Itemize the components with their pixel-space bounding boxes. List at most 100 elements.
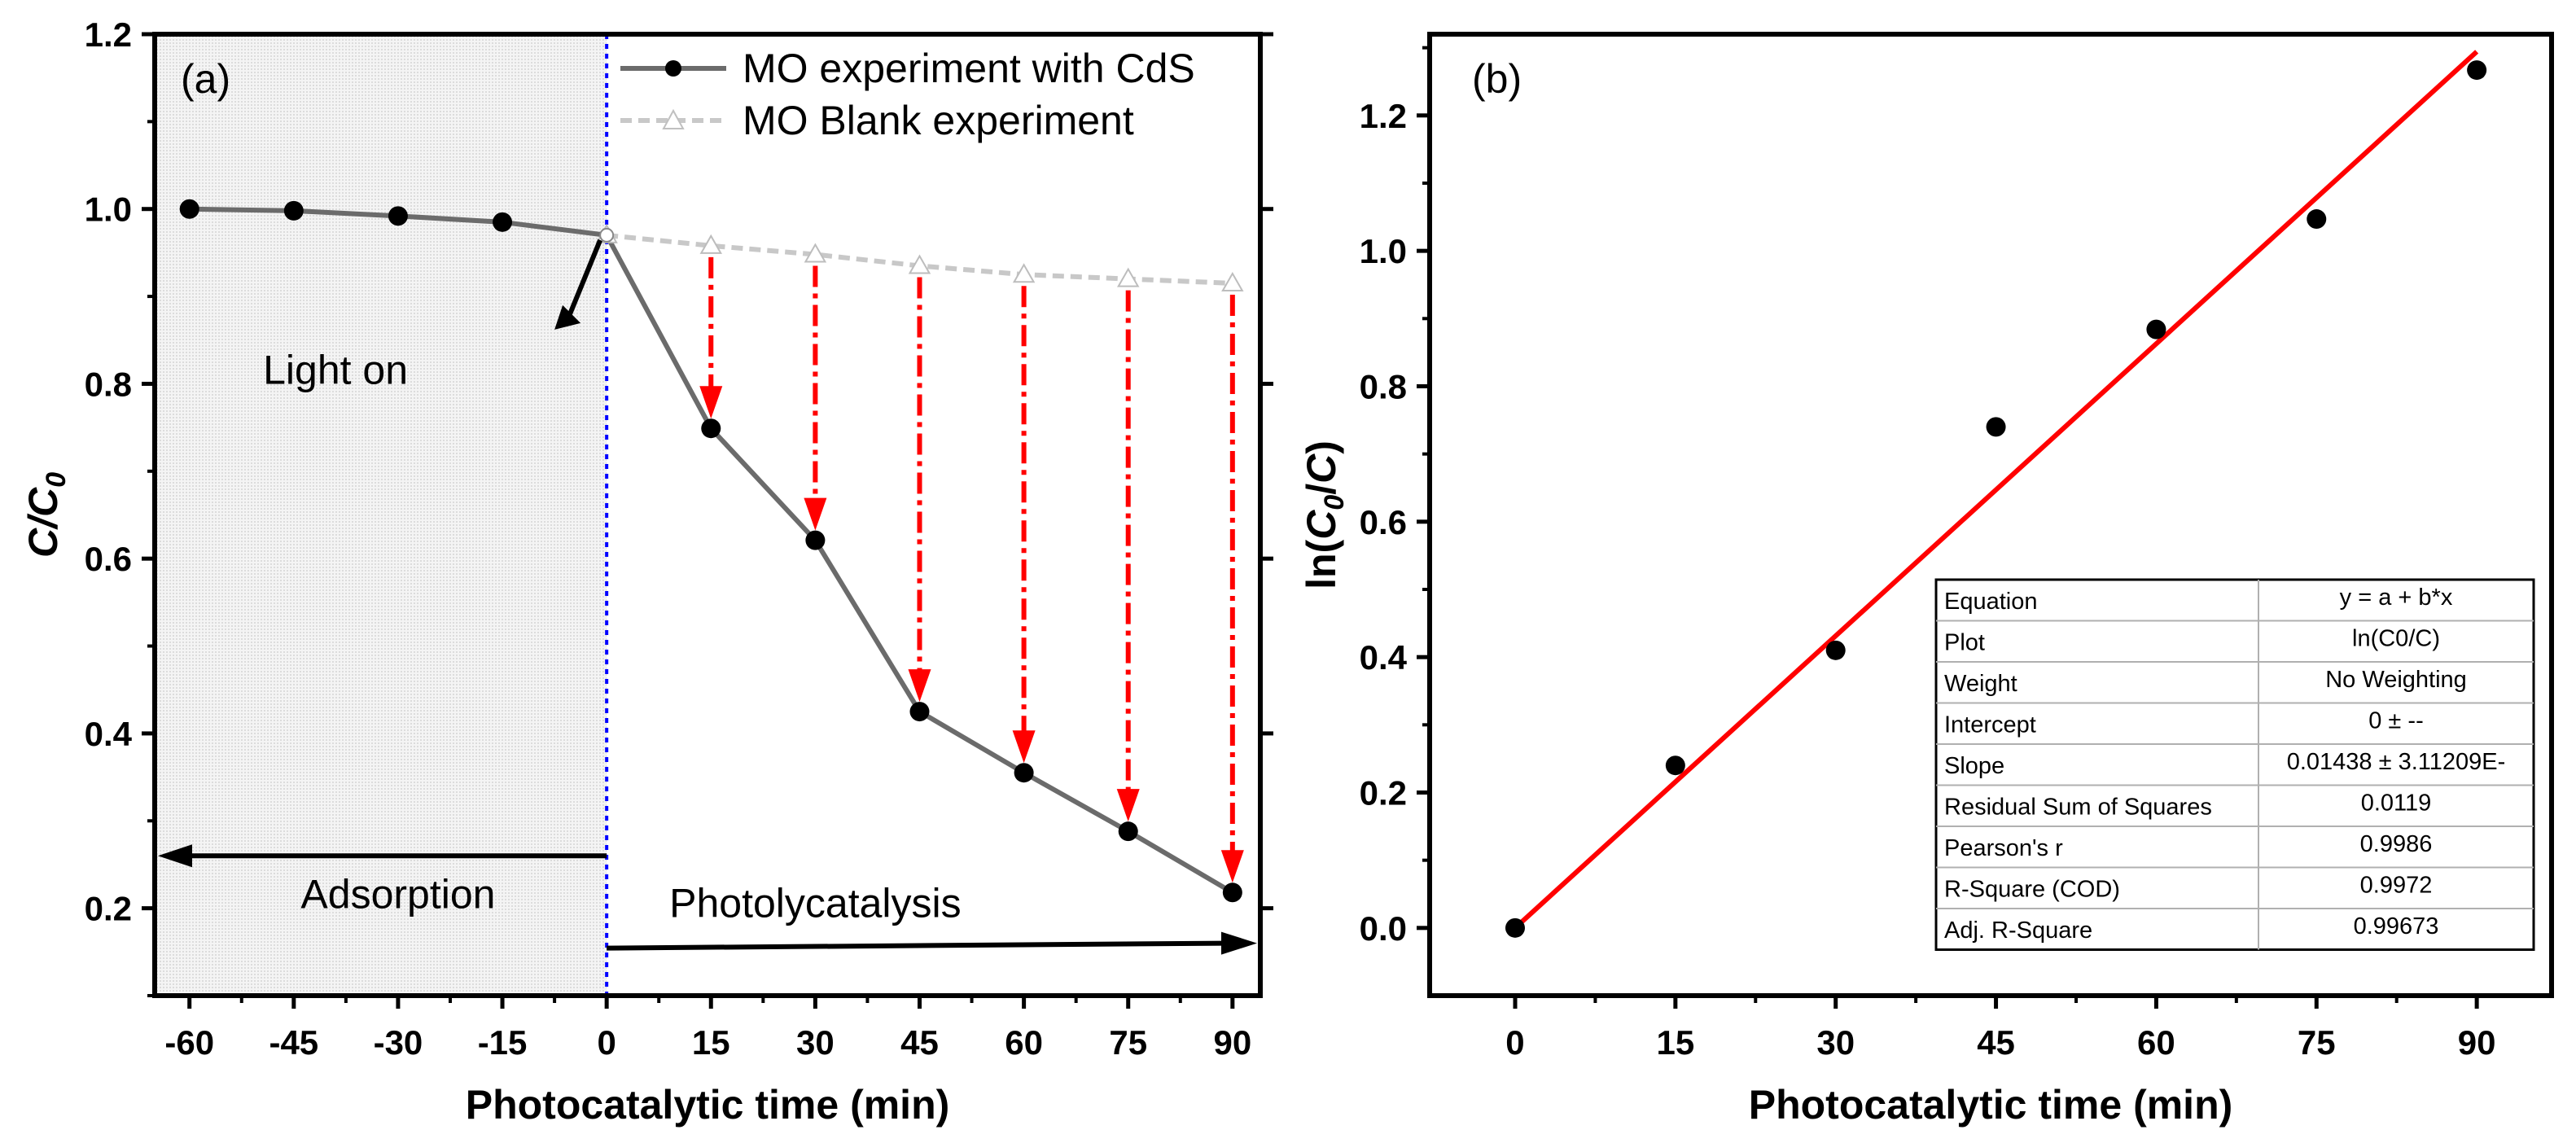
fit-table-key: Plot: [1944, 630, 1985, 656]
x-tick-label: 75: [2298, 1023, 2336, 1062]
y-tick-label: 1.0: [85, 190, 132, 229]
blank-data-point: [1117, 267, 1140, 287]
cds-data-point: [701, 418, 721, 439]
blank-data-point: [699, 234, 722, 254]
fit-table-key: Intercept: [1944, 712, 2036, 738]
red-arrow-head: [908, 669, 931, 703]
ylabel-close: ): [1299, 440, 1344, 454]
panel-b-x-tick-labels: 0 15 30 45 60 75 90: [1505, 1023, 2495, 1062]
y-tick-label: 1.0: [1360, 232, 1407, 270]
fit-table-key: Pearson's r: [1944, 835, 2063, 861]
x-tick-label: 45: [900, 1023, 939, 1062]
annotation-arrows: [158, 239, 1257, 955]
light-on-arrow-shaft: [565, 239, 602, 322]
red-arrows: [699, 256, 1244, 883]
x-tick-label: 15: [1656, 1023, 1694, 1062]
x-tick-label: -60: [164, 1023, 214, 1062]
x-tick-label: 75: [1109, 1023, 1147, 1062]
y-tick-label: 0.0: [1360, 909, 1407, 948]
panel-a-label: (a): [181, 56, 230, 102]
y-tick-label: 0.8: [85, 365, 132, 403]
fit-table-frame: [1934, 578, 2535, 951]
panel-b-y-axis-title: ln(C0/C): [1299, 440, 1350, 589]
panel-a-x-tick-labels: -60 -45 -30 -15 0 15 30 45 60 75 90: [164, 1023, 1251, 1062]
fit-table-value: y = a + b*x: [2340, 585, 2453, 611]
x-tick-label: 45: [1977, 1023, 2015, 1062]
chart-panel-a: Light on Adsorption Photolycatalysis -60…: [20, 15, 1273, 1128]
cds-data-point: [283, 200, 304, 221]
panel-b-y-tick-labels: 0.0 0.2 0.4 0.6 0.8 1.0 1.2: [1360, 97, 1408, 948]
blank-data-point: [1012, 263, 1036, 283]
legend-cds-label: MO experiment with CdS: [743, 46, 1195, 91]
fit-table-key: Equation: [1944, 589, 2038, 615]
panel-b-data-point: [1986, 417, 2006, 437]
cds-data-point: [493, 212, 513, 232]
fit-table-value: 0.01438 ± 3.11209E-: [2287, 749, 2506, 775]
ylabel-slash: /: [1299, 484, 1344, 495]
ylabel-ln: ln(: [1299, 539, 1344, 589]
panel-a-plot-frame: [152, 32, 1263, 998]
linear-fit-line: [1513, 50, 2479, 931]
x-tick-label: 0: [597, 1023, 616, 1062]
x-tick-label: 15: [692, 1023, 730, 1062]
y-tick-label: 0.4: [1360, 638, 1408, 677]
adsorption-annotation: Adsorption: [300, 872, 495, 917]
panel-b-x-axis-title: Photocatalytic time (min): [1749, 1082, 2233, 1128]
ylabel-c2: C: [1299, 453, 1344, 484]
panel-a-x-axis-title: Photocatalytic time (min): [466, 1082, 950, 1128]
panel-b-data-points: [1505, 60, 2487, 938]
x-tick-label: 60: [1005, 1023, 1043, 1062]
blank-data-point: [908, 254, 931, 274]
fit-table-key: Slope: [1944, 753, 2004, 779]
cds-data-point: [805, 530, 826, 550]
legend-cds-marker: [665, 60, 681, 77]
panel-a-legend: MO experiment with CdS MO Blank experime…: [620, 46, 1195, 143]
panel-b-data-point: [2467, 60, 2487, 81]
adsorption-shaded-region: [155, 34, 607, 996]
fit-results-table: Equation y = a + b*x Plot ln(C0/C) Weight No …: [1934, 578, 2535, 951]
panel-b-data-point: [1505, 917, 1525, 938]
x-tick-label: 60: [2137, 1023, 2175, 1062]
cds-series-markers: [179, 199, 1242, 903]
fit-table-key: Weight: [1944, 671, 2017, 697]
cds-data-point: [1222, 882, 1242, 903]
cds-data-point: [179, 199, 199, 219]
x-tick-label: 90: [2458, 1023, 2496, 1062]
chart-panel-b: 0 15 30 45 60 75 90 0.00.20.40.60.81.01.2 (b) …: [1299, 32, 2554, 1128]
x-tick-label: 0: [1505, 1023, 1524, 1062]
y-tick-label: 0.6: [85, 540, 132, 578]
red-arrow-head: [699, 386, 723, 419]
y-tick-label: 0.6: [1360, 503, 1407, 541]
adsorption-arrow-head: [158, 844, 192, 868]
fit-table-key: Residual Sum of Squares: [1944, 795, 2212, 821]
panel-b-label: (b): [1472, 56, 1522, 102]
fit-table-value: 0.99673: [2354, 913, 2439, 939]
red-arrow-head: [1116, 789, 1140, 822]
ylabel-main: C/C: [20, 487, 66, 558]
fit-table-value: 0.9972: [2360, 873, 2433, 899]
panel-b-data-point: [1665, 755, 1685, 776]
x-tick-label: 30: [796, 1023, 835, 1062]
cds-data-point: [909, 702, 930, 722]
y-tick-label: 1.2: [85, 15, 132, 54]
y-tick-label: 1.2: [1360, 97, 1407, 135]
cds-data-point: [1014, 763, 1034, 783]
legend-blank-label: MO Blank experiment: [743, 98, 1134, 143]
y-tick-label: 0.8: [1360, 367, 1407, 405]
panel-b-data-point: [1825, 640, 1846, 660]
y-tick-label: 0.2: [85, 890, 132, 928]
panel-a-y-axis-title: C/C0: [20, 472, 72, 558]
photocatalysis-annotation: Photolycatalysis: [669, 880, 962, 926]
light-on-arrow-head: [554, 304, 581, 330]
ylabel-c: C: [1299, 510, 1344, 540]
legend-blank-marker: [662, 108, 685, 129]
cds-data-point: [1118, 821, 1138, 842]
fit-table-value: 0.9986: [2360, 831, 2433, 857]
photocatalysis-arrow-shaft: [607, 940, 1225, 951]
panel-b-plot-frame: [1427, 32, 2554, 998]
x-tick-label: 30: [1816, 1023, 1855, 1062]
x-tick-label: -45: [269, 1023, 318, 1062]
light-on-annotation: Light on: [263, 347, 408, 392]
cds-data-point: [599, 227, 615, 243]
